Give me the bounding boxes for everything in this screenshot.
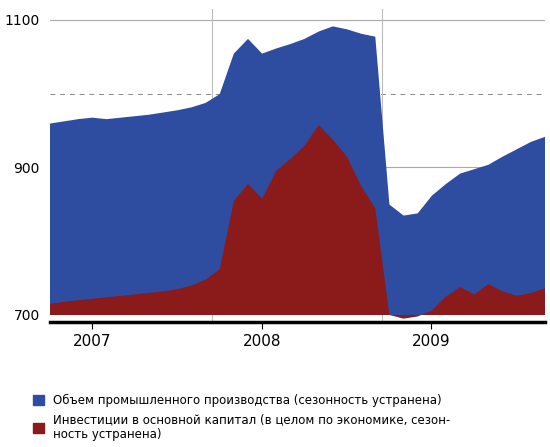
Legend: Объем промышленного производства (сезонность устранена), Инвестиции в основной к: Объем промышленного производства (сезонн… — [34, 394, 450, 441]
